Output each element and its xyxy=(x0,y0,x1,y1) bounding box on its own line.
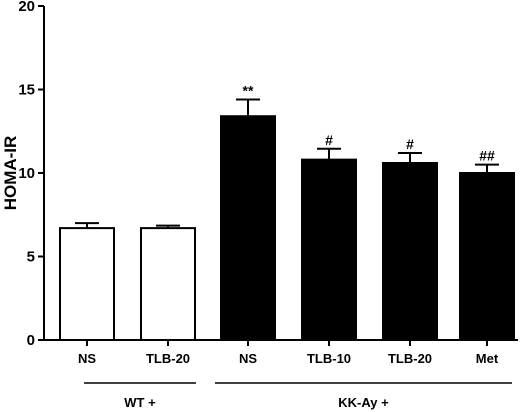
significance-marker: # xyxy=(406,136,414,152)
significance-marker: ## xyxy=(479,148,495,164)
x-axis: NS TLB-20 NS TLB-10 TLB-20 Met xyxy=(44,339,518,366)
y-tick-label: 20 xyxy=(18,0,35,15)
x-tick-label: Met xyxy=(476,351,499,366)
x-tick-label: NS xyxy=(78,351,96,366)
y-tick-label: 0 xyxy=(27,332,35,349)
y-axis-label: HOMA-IR xyxy=(1,136,20,211)
y-tick-label: 10 xyxy=(18,165,35,182)
x-tick-label: NS xyxy=(239,351,257,366)
bar xyxy=(140,227,196,341)
significance-marker: ** xyxy=(243,83,254,99)
bars xyxy=(59,115,515,341)
bar xyxy=(59,227,115,341)
y-tick-label: 5 xyxy=(27,249,35,266)
group-labels: WT + KK-Ay + xyxy=(84,382,512,410)
x-tick-label: TLB-20 xyxy=(388,351,432,366)
bar xyxy=(382,161,438,341)
bar xyxy=(220,115,276,341)
y-tick-label: 15 xyxy=(18,82,35,99)
group-label: KK-Ay + xyxy=(338,395,389,410)
y-axis: 0 5 10 15 20 HOMA-IR xyxy=(1,0,45,349)
x-tick-label: TLB-10 xyxy=(307,351,351,366)
bar xyxy=(459,172,515,341)
x-tick-label: TLB-20 xyxy=(146,351,190,366)
group-label: WT + xyxy=(124,395,156,410)
error-bars xyxy=(75,98,499,229)
bar xyxy=(301,158,357,341)
significance-marker: # xyxy=(325,132,333,148)
significance-markers: **# ### xyxy=(243,83,495,164)
